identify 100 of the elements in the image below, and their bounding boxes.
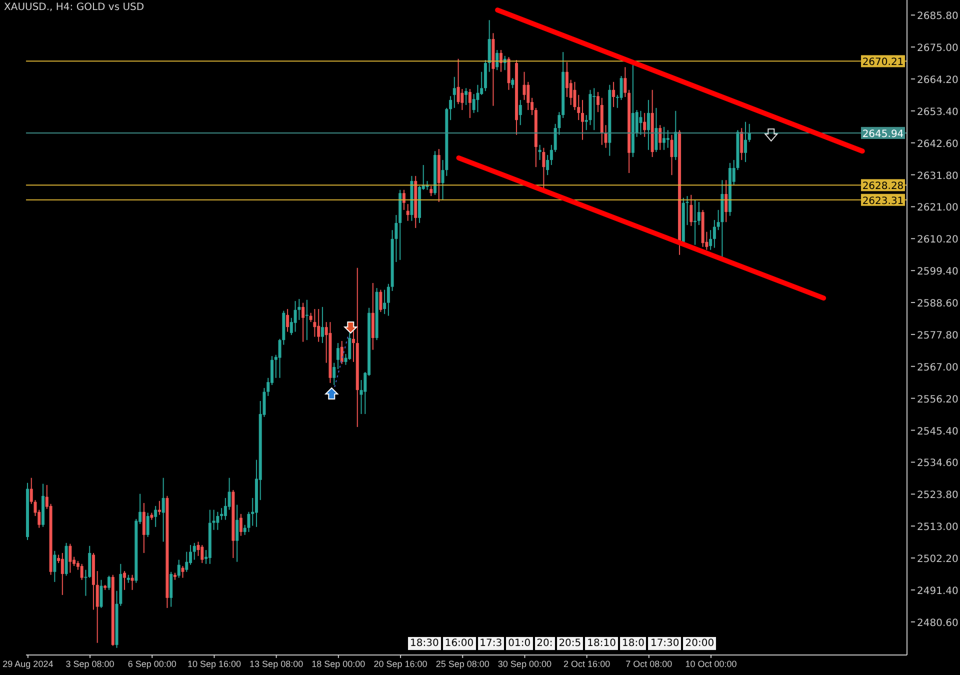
candlestick — [192, 542, 196, 560]
candlestick — [476, 84, 480, 113]
y-tick-label: 2502.20 — [917, 554, 958, 566]
candlestick — [542, 147, 546, 190]
candlestick — [518, 99, 522, 126]
candlestick — [100, 579, 103, 608]
candlestick — [170, 571, 173, 608]
candlestick — [317, 308, 320, 342]
candlestick — [247, 511, 250, 532]
candlestick — [162, 477, 165, 542]
candlestick — [386, 283, 390, 316]
candlestick — [130, 574, 134, 590]
annotation: 18:0 — [620, 637, 646, 650]
x-tick-label: 7 Oct 08:00 — [626, 659, 672, 669]
candlestick — [620, 76, 623, 100]
y-tick-label: 2523.80 — [917, 490, 958, 502]
candlestick — [30, 477, 33, 504]
ref-line-label: 2628.28 — [862, 181, 904, 192]
chart-title: XAUUSD., H4: GOLD vs USD — [4, 2, 144, 13]
candlestick — [216, 511, 220, 530]
candlestick — [511, 78, 514, 89]
candlestick — [430, 186, 433, 197]
x-tick-label: 6 Sep 00:00 — [128, 659, 176, 669]
annotation: 18:10 — [585, 637, 618, 650]
candlestick — [352, 330, 356, 362]
y-tick-label: 2675.00 — [917, 43, 958, 54]
candlestick — [60, 552, 64, 596]
y-tick-label: 2480.60 — [917, 618, 958, 629]
candlestick — [577, 94, 580, 121]
x-tick-label: 30 Sep 00:00 — [498, 659, 552, 669]
candlestick — [383, 289, 386, 315]
candlestick — [200, 544, 204, 564]
candlestick — [332, 362, 336, 386]
candlestick — [406, 204, 410, 222]
candlestick — [488, 20, 491, 72]
y-tick-label: 2599.40 — [917, 266, 958, 278]
candlestick — [305, 299, 308, 341]
candlestick — [646, 99, 650, 150]
x-tick-label: 18 Sep 00:00 — [312, 659, 366, 669]
annotation: 18:30 — [408, 637, 441, 650]
candlestick — [313, 308, 316, 338]
candlestick — [580, 99, 584, 140]
candlestick — [709, 230, 712, 250]
candlestick — [452, 76, 456, 108]
candlestick — [643, 112, 646, 138]
candlestick — [320, 306, 324, 344]
candlestick — [624, 66, 627, 98]
candlestick — [146, 512, 150, 538]
candlestick — [123, 570, 126, 590]
candlestick — [402, 189, 406, 210]
candlestick — [181, 565, 184, 578]
candlestick — [449, 96, 452, 121]
y-tick-label: 2577.80 — [917, 330, 958, 342]
candlestick — [690, 194, 693, 226]
y-tick-label: 2685.80 — [917, 11, 958, 22]
y-tick-label: 2664.20 — [917, 74, 958, 86]
candlestick — [538, 144, 542, 160]
candlestick — [744, 121, 747, 163]
candlestick — [670, 134, 674, 176]
y-tick-label: 2491.40 — [917, 586, 958, 597]
candlestick — [662, 126, 666, 150]
candlestick — [596, 91, 600, 113]
candlestick — [286, 308, 290, 332]
candlestick — [697, 201, 700, 226]
candlestick — [740, 128, 744, 160]
x-tick-label: 10 Oct 00:00 — [685, 659, 737, 669]
y-tick-label: 2556.20 — [917, 394, 958, 406]
candlestick — [379, 289, 382, 312]
annotation: 16:00 — [442, 637, 476, 650]
x-tick-label: 10 Sep 16:00 — [187, 659, 242, 669]
candlestick — [142, 502, 146, 554]
ref-line-label: 2670.21 — [862, 57, 904, 68]
candlestick — [158, 500, 161, 516]
annotation: 20: — [534, 637, 555, 650]
x-tick-label: 3 Sep 08:00 — [66, 659, 114, 669]
y-tick-label: 2513.00 — [917, 522, 958, 534]
candlestick — [550, 144, 553, 166]
candlestick — [654, 107, 658, 152]
annotation: 01:0 — [506, 637, 533, 650]
candlestick — [154, 505, 158, 528]
annotation: 17:3 — [478, 637, 504, 650]
candlestick — [236, 504, 239, 562]
candlestick — [658, 124, 662, 150]
candlestick — [686, 196, 689, 226]
candlestick — [302, 302, 305, 342]
candlestick — [584, 114, 588, 131]
candlestick — [468, 88, 472, 118]
y-tick-label: 2621.00 — [917, 202, 958, 214]
candlestick — [294, 300, 297, 332]
x-tick-label: 25 Sep 08:00 — [436, 659, 490, 669]
candlestick — [53, 550, 56, 582]
candlestick — [565, 62, 568, 98]
candlestick — [336, 342, 340, 370]
candlestick — [748, 123, 751, 142]
candlestick — [80, 563, 84, 580]
candlestick — [522, 71, 526, 100]
y-tick-label: 2545.40 — [917, 426, 958, 438]
candlestick — [212, 509, 216, 530]
y-tick-label: 2567.00 — [917, 362, 958, 374]
annotation: 17:30 — [648, 637, 682, 650]
